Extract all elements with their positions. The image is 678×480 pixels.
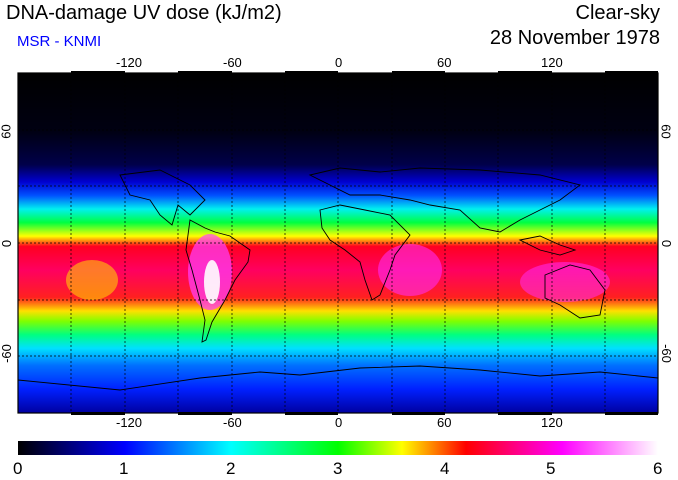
colorbar-label: 0 [13,459,23,478]
uv-hotspots [66,234,610,310]
eurasia-coast [308,167,582,233]
colorbar-label: 1 [119,459,129,478]
lon-tick-label: -60 [223,55,242,70]
uv-hotspot [66,260,118,300]
uv-hotspot [520,262,610,302]
uv-hotspot [378,244,442,296]
colorbar-label: 6 [653,459,663,478]
colorbar [18,441,658,455]
graticule [18,73,658,413]
lon-tick-label: 120 [541,55,563,70]
lon-tick-label: -120 [116,55,143,70]
frame-scale [71,71,658,415]
colorbar-label: 3 [333,459,343,478]
south-america-coast [185,219,251,343]
lon-tick-label: 120 [541,415,563,430]
colorbar-label: 5 [546,459,556,478]
lon-tick-label: 60 [437,55,452,70]
lon-tick-label: -60 [223,415,242,430]
colorbar-label: 4 [440,459,450,478]
source-label: MSR - KNMI [17,33,102,50]
colorbar-label: 2 [226,459,236,478]
map-title: DNA-damage UV dose (kJ/m2) [6,2,282,24]
uv-peak [204,260,220,304]
indonesia-coast [518,235,577,256]
lon-tick-label: 60 [437,415,452,430]
sky-condition-label: Clear-sky [575,2,660,24]
lon-tick-label: 0 [335,55,343,70]
date-label: 28 November 1978 [489,27,660,49]
antarctica-coast [18,365,658,391]
lon-tick-label: -120 [116,415,143,430]
lon-tick-label: 0 [335,415,343,430]
